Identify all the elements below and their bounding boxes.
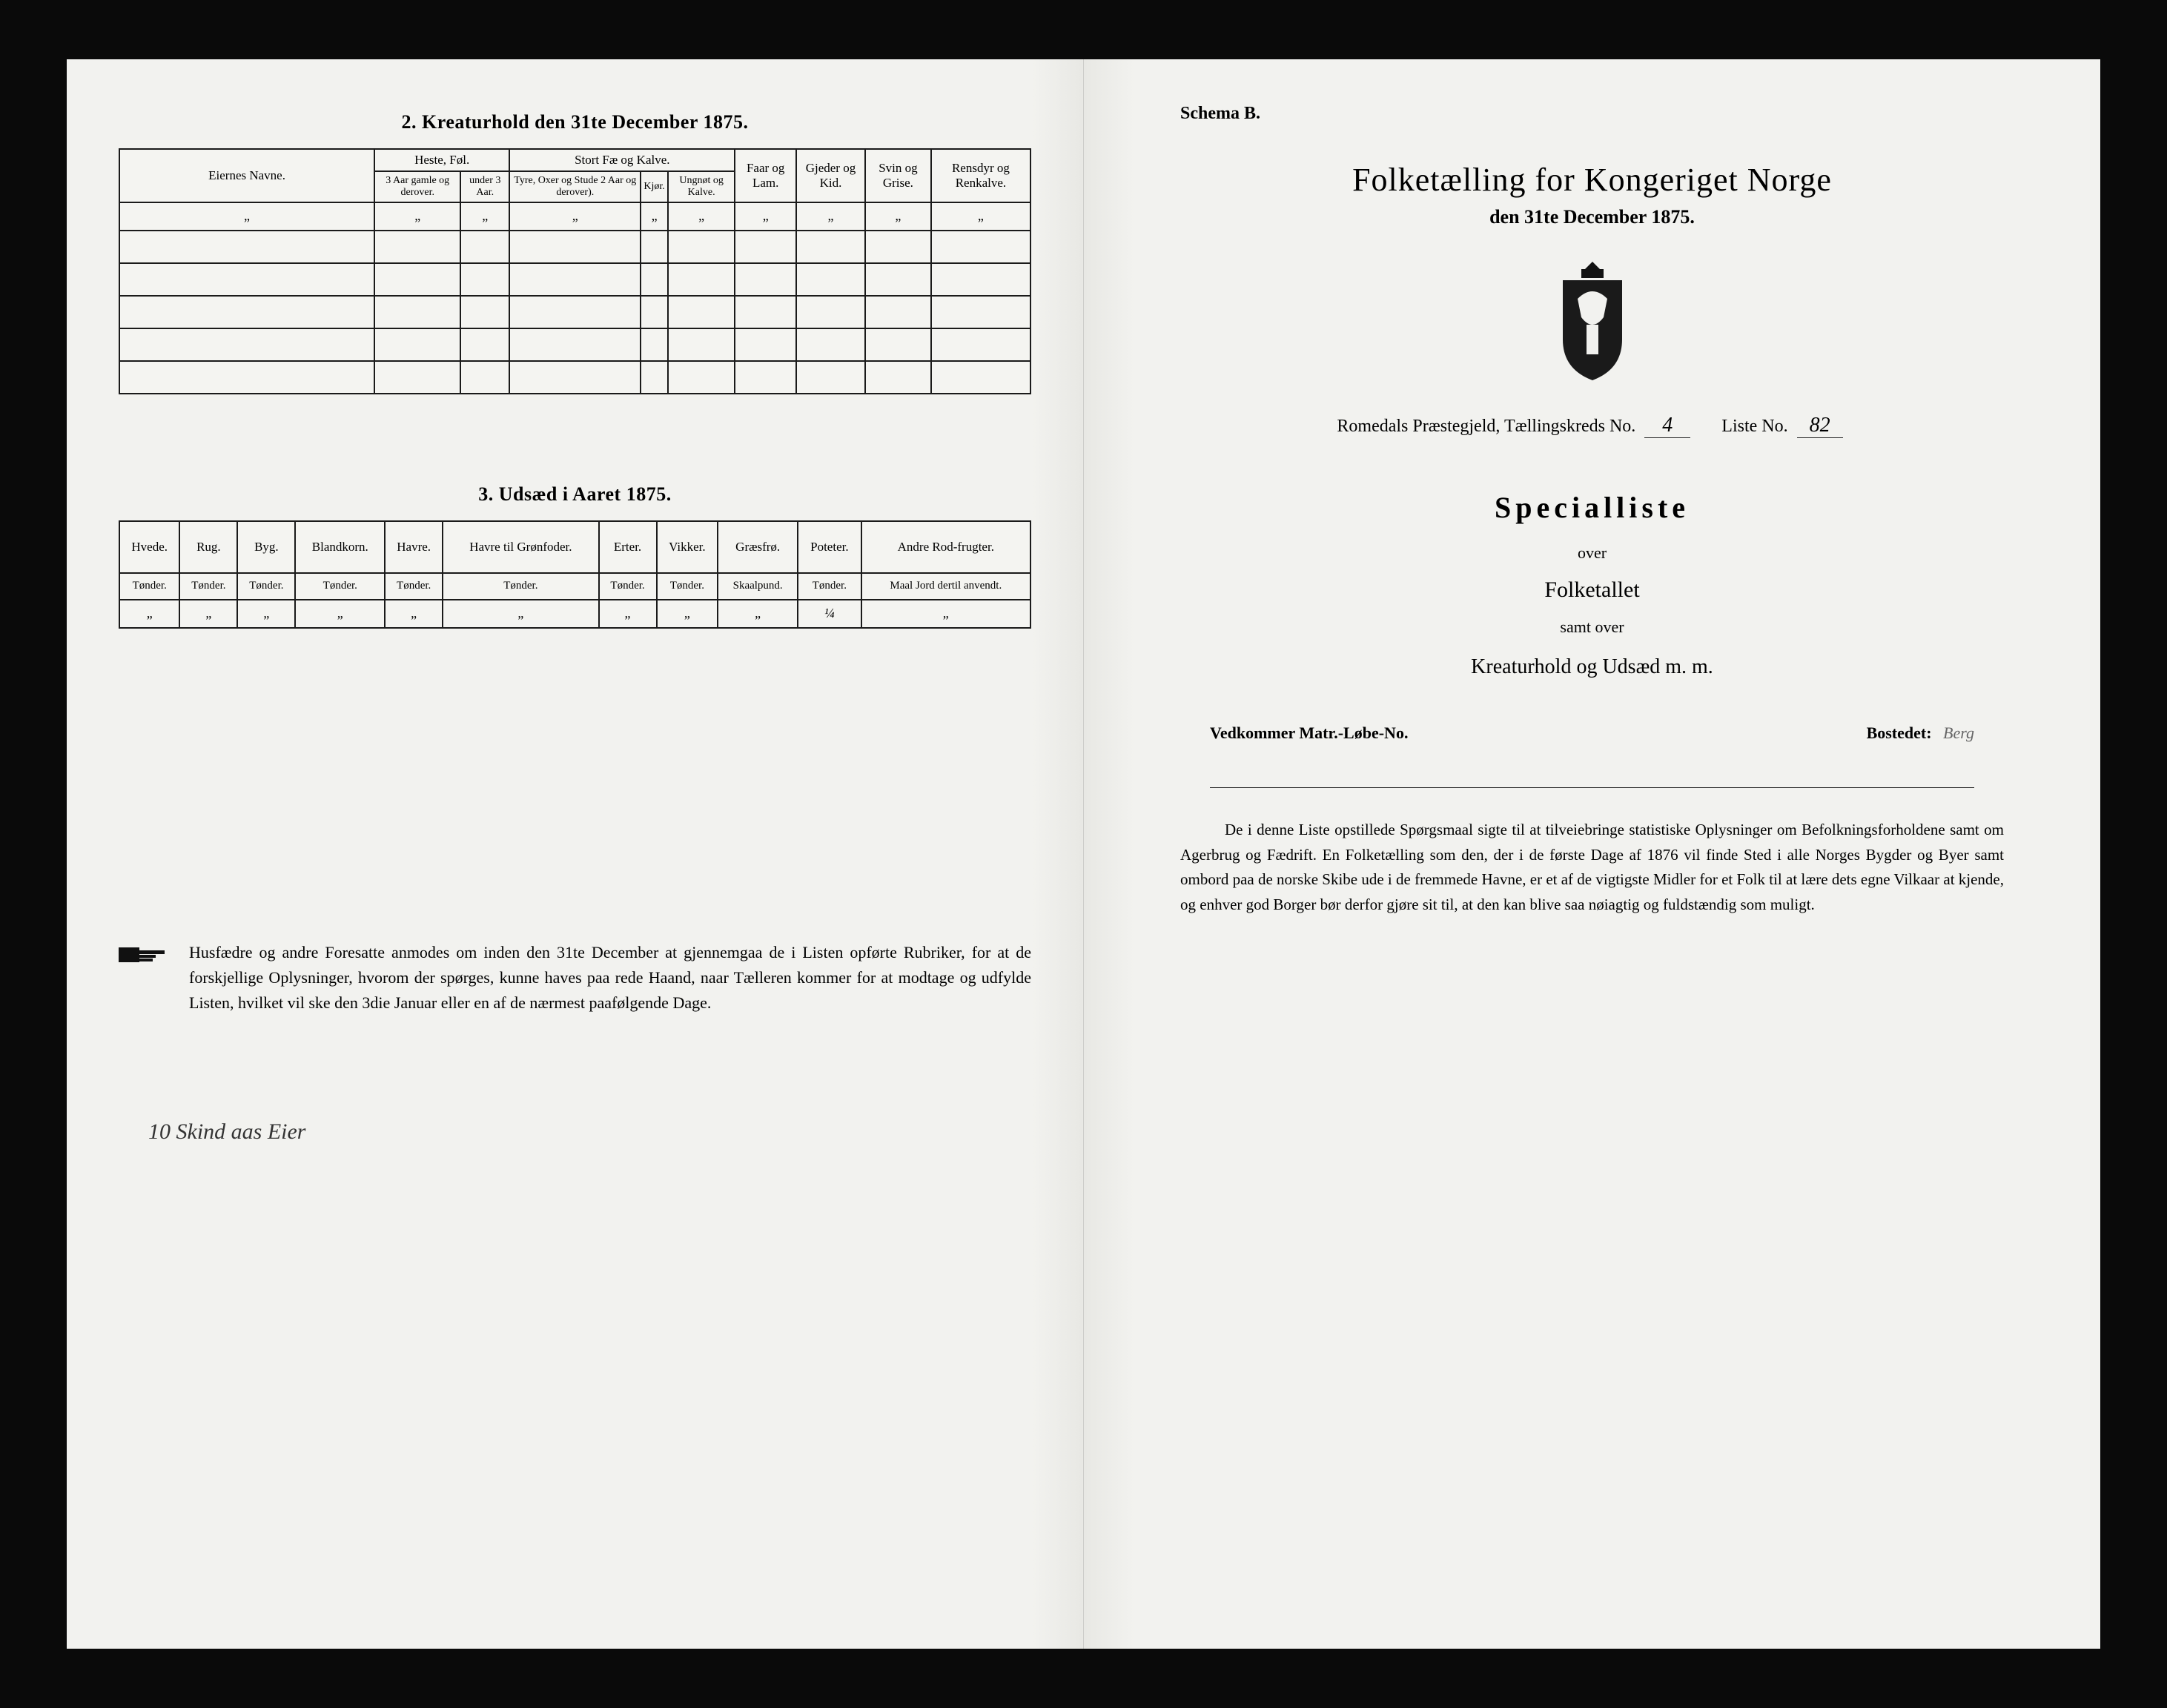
table-row [119,231,1030,263]
sub-stort1: Tyre, Oxer og Stude 2 Aar og derover). [509,171,641,202]
sub-stort3: Ungnøt og Kalve. [668,171,735,202]
col-graesfro: Græsfrø. [718,521,798,573]
notice-block: Husfædre og andre Foresatte anmodes om i… [119,940,1031,1016]
table-row [119,361,1030,394]
col-erter: Erter. [599,521,657,573]
col-svin: Svin og Grise. [865,149,931,202]
col-havre: Havre. [385,521,443,573]
col-byg: Byg. [237,521,295,573]
samt-label: samt over [1136,618,2048,637]
vedkommer-label: Vedkommer Matr.-Løbe-No. [1210,724,1408,742]
liste-no: 82 [1797,414,1843,438]
col-gjeder: Gjeder og Kid. [796,149,865,202]
coat-of-arms-icon [1541,258,1644,384]
right-page: Schema B. Folketælling for Kongeriget No… [1084,59,2100,1649]
handwritten-signature: 10 Skind aas Eier [119,1119,1031,1145]
col-rodfrugter: Andre Rod-frugter. [861,521,1030,573]
udsaed-unit-row: Tønder. Tønder. Tønder. Tønder. Tønder. … [119,573,1030,600]
bottom-paragraph: De i denne Liste opstillede Spørgsmaal s… [1136,818,2048,917]
table-row [119,263,1030,296]
poteter-value: ¼ [798,600,861,628]
udsaed-value-row: „„„„„„„„„ ¼ „ [119,600,1030,628]
liste-label: Liste No. [1721,417,1787,436]
col-rug: Rug. [179,521,237,573]
kreds-no: 4 [1644,414,1690,438]
section2-title: 2. Kreaturhold den 31te December 1875. [119,111,1031,133]
over-label: over [1136,543,2048,563]
pointing-hand-icon [119,940,171,970]
kreatur-label: Kreaturhold og Udsæd m. m. [1136,655,2048,679]
col-faar: Faar og Lam. [735,149,796,202]
section3-title: 3. Udsæd i Aaret 1875. [119,483,1031,506]
specialliste-heading: Specialliste [1136,490,2048,525]
col-vikker: Vikker. [657,521,718,573]
kreaturhold-table: Eiernes Navne. Heste, Føl. Stort Fæ og K… [119,148,1031,394]
sub-title: den 31te December 1875. [1136,206,2048,228]
sub-stort2: Kjør. [641,171,667,202]
col-eier: Eiernes Navne. [119,149,374,202]
main-title: Folketælling for Kongeriget Norge [1136,161,2048,199]
divider [1210,787,1974,788]
col-rensdyr: Rensdyr og Renkalve. [931,149,1030,202]
udsaed-table: Hvede. Rug. Byg. Blandkorn. Havre. Havre… [119,520,1031,629]
left-page: 2. Kreaturhold den 31te December 1875. E… [67,59,1084,1649]
parish-label: Romedals Præstegjeld, Tællingskreds No. [1337,417,1635,436]
col-havre-gron: Havre til Grønfoder. [443,521,598,573]
document-scan: 2. Kreaturhold den 31te December 1875. E… [67,59,2100,1649]
col-poteter: Poteter. [798,521,861,573]
col-hvede: Hvede. [119,521,179,573]
tick-row: „„„„„„„„„„ [119,202,1030,231]
sub-heste1: 3 Aar gamle og derover. [374,171,460,202]
col-blandkorn: Blandkorn. [295,521,385,573]
table-row [119,328,1030,361]
sub-heste2: under 3 Aar. [460,171,509,202]
parish-line: Romedals Præstegjeld, Tællingskreds No. … [1136,414,2048,438]
udsaed-header-row: Hvede. Rug. Byg. Blandkorn. Havre. Havre… [119,521,1030,573]
microfilm-frame: 2. Kreaturhold den 31te December 1875. E… [0,0,2167,1708]
bostedet-label: Bostedet: [1867,724,1932,742]
notice-text: Husfædre og andre Foresatte anmodes om i… [189,940,1031,1016]
vedkommer-row: Vedkommer Matr.-Løbe-No. Bostedet: Berg [1136,724,2048,743]
grp-heste: Heste, Føl. [374,149,509,171]
grp-stort: Stort Fæ og Kalve. [509,149,735,171]
schema-label: Schema B. [1180,104,2048,124]
folketallet-label: Folketallet [1136,577,2048,603]
bostedet-value: Berg [1943,724,1974,742]
table-row [119,296,1030,328]
